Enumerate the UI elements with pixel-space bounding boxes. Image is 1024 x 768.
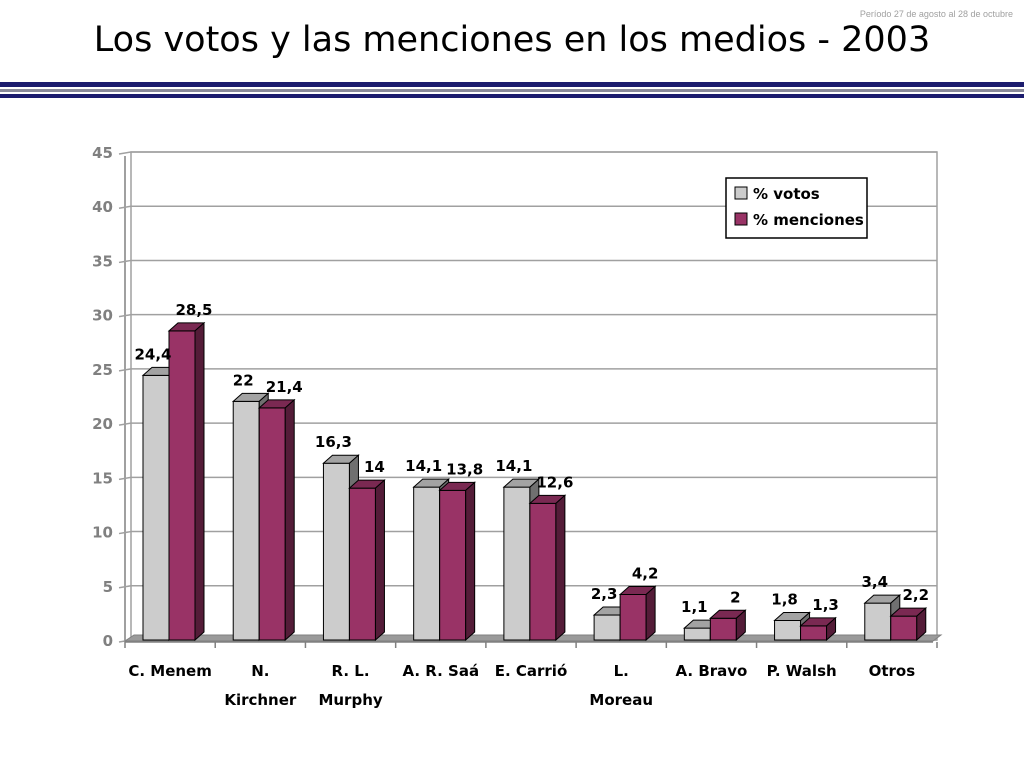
bar-votos	[683, 627, 711, 641]
rule-bottom	[0, 94, 1024, 98]
y-tick-mark	[118, 151, 132, 155]
data-label-votos: 1,1	[681, 598, 708, 616]
data-label-menciones: 21,4	[266, 378, 303, 396]
data-label-votos: 14,1	[495, 457, 532, 475]
bar-menciones-side	[645, 585, 656, 642]
bar-votos	[864, 602, 892, 641]
x-tick-label: Kirchner	[224, 691, 297, 709]
legend-label: % votos	[753, 185, 820, 203]
y-tick-label: 40	[92, 198, 113, 216]
bar-menciones	[709, 617, 737, 641]
bar-menciones	[890, 615, 918, 641]
bar-votos	[593, 614, 621, 641]
y-tick-label: 15	[92, 469, 113, 487]
y-tick-label: 45	[92, 144, 113, 162]
x-tick-label: Otros	[869, 662, 916, 680]
data-label-menciones: 1,3	[812, 596, 839, 614]
data-label-votos: 1,8	[771, 590, 798, 608]
x-tick-label: E. Carrió	[495, 662, 568, 680]
bar-menciones	[348, 487, 376, 641]
data-label-votos: 2,3	[591, 585, 618, 603]
y-tick-label: 10	[92, 524, 113, 542]
x-tick-label: N.	[251, 662, 269, 680]
bar-votos	[413, 486, 441, 641]
rule-middle	[0, 89, 1024, 92]
x-tick-label: A. Bravo	[676, 662, 748, 680]
x-tick-label: Moreau	[589, 691, 653, 709]
data-label-votos: 14,1	[405, 457, 442, 475]
bar-menciones-side	[826, 616, 837, 642]
x-tick-label: Murphy	[318, 691, 382, 709]
x-tick-label: A. R. Saá	[402, 662, 479, 680]
x-tick-label: R. L.	[332, 662, 370, 680]
legend-label: % menciones	[753, 211, 864, 229]
x-tick-label: C. Menem	[128, 662, 212, 680]
bar-menciones	[168, 330, 196, 641]
data-label-menciones: 2,2	[902, 586, 929, 604]
bar-menciones-side	[194, 321, 205, 642]
bar-votos	[142, 374, 170, 641]
y-tick-label: 30	[92, 307, 113, 325]
data-label-menciones: 2	[730, 588, 740, 606]
legend-swatch	[734, 212, 748, 226]
data-label-votos: 24,4	[134, 345, 171, 363]
rule-top	[0, 82, 1024, 87]
bar-menciones	[529, 502, 557, 641]
y-tick-label: 5	[103, 578, 113, 596]
y-tick-label: 25	[92, 361, 113, 379]
data-label-menciones: 28,5	[175, 301, 212, 319]
period-note: Período 27 de agosto al 28 de octubre	[859, 9, 1013, 19]
bar-menciones-side	[465, 481, 476, 642]
data-label-menciones: 12,6	[536, 473, 573, 491]
bar-votos	[774, 619, 802, 641]
bar-menciones	[619, 593, 647, 641]
page-title: Los votos y las menciones en los medios …	[93, 20, 931, 60]
bar-menciones	[800, 625, 828, 641]
data-label-menciones: 4,2	[632, 564, 659, 582]
bar-menciones-side	[735, 609, 746, 642]
legend-swatch	[734, 186, 748, 200]
x-tick-label: L.	[614, 662, 629, 680]
header-rules	[0, 82, 1024, 102]
bar-votos	[322, 462, 350, 641]
data-label-votos: 3,4	[861, 573, 888, 591]
bar-votos	[503, 486, 531, 641]
legend-box	[725, 177, 868, 239]
data-label-votos: 16,3	[315, 433, 352, 451]
data-label-menciones: 13,8	[446, 460, 483, 478]
bar-menciones	[439, 489, 467, 641]
y-tick-label: 35	[92, 252, 113, 270]
bar-menciones-side	[916, 607, 927, 642]
data-label-menciones: 14	[364, 458, 385, 476]
bar-menciones	[258, 407, 286, 641]
bar-menciones-side	[555, 494, 566, 642]
y-tick-label: 0	[103, 632, 113, 650]
bar-menciones-side	[374, 479, 385, 642]
bar-votos	[232, 400, 260, 641]
bar-menciones-side	[284, 398, 295, 642]
y-tick-label: 20	[92, 415, 113, 433]
x-tick-label: P. Walsh	[767, 662, 837, 680]
data-label-votos: 22	[233, 371, 254, 389]
